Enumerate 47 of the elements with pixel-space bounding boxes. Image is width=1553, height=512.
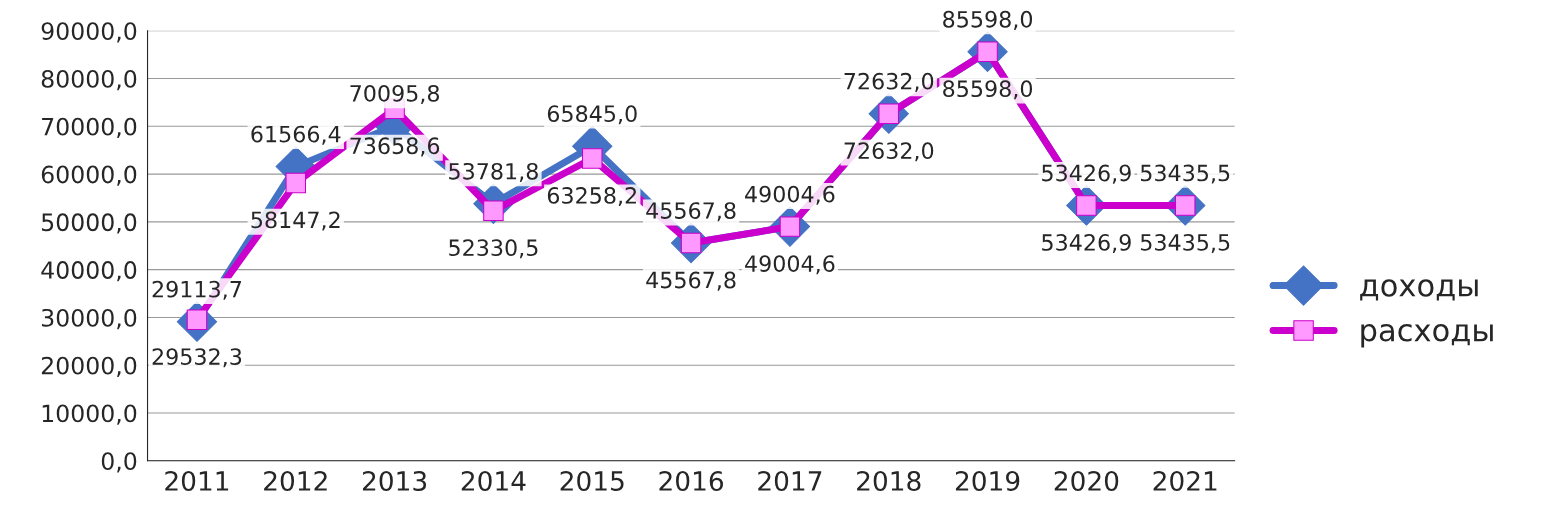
- data-label: 29532,3: [152, 348, 242, 368]
- data-label: 70095,8: [350, 84, 440, 104]
- y-tick-label: 30000,0: [41, 308, 137, 330]
- data-label: 73658,6: [350, 137, 440, 157]
- point: [582, 148, 603, 169]
- y-tick-label: 10000,0: [42, 404, 137, 425]
- data-label: 29113,7: [152, 280, 241, 300]
- data-label: 53426,9: [1042, 234, 1131, 254]
- data-label: 53435,5: [1140, 164, 1230, 184]
- x-tick-label: 2014: [461, 470, 526, 491]
- x-tick-label: 2018: [857, 470, 921, 491]
- y-tick-label: 40000,0: [41, 261, 137, 282]
- data-label: 49004,6: [745, 185, 835, 205]
- data-label: 61566,4: [251, 125, 341, 145]
- y-tick-label: 80000,0: [41, 69, 137, 91]
- y-tick-label: 70000,0: [42, 117, 137, 139]
- y-tick-label: 0,0: [101, 452, 137, 473]
- x-tick-label: 2013: [362, 470, 427, 491]
- data-label: 65845,0: [547, 105, 637, 125]
- y-tick-label: 20000,0: [41, 356, 137, 377]
- data-label: 85598,0: [943, 10, 1033, 30]
- data-label: 52330,5: [449, 239, 538, 259]
- y-tick-label: 90000,0: [41, 22, 137, 43]
- x-tick-label: 2020: [1054, 470, 1119, 491]
- data-label: 72632,0: [844, 72, 934, 92]
- data-label: 63258,2: [547, 187, 636, 207]
- x-tick-label: 2019: [955, 470, 1020, 491]
- y-tick-label: 50000,0: [42, 213, 137, 234]
- data-label: 85598,0: [943, 80, 1033, 100]
- data-label: 58147,2: [251, 211, 340, 231]
- data-label: 53781,8: [449, 162, 538, 182]
- legend-label: доходы: [1360, 279, 1478, 301]
- x-tick-label: 2016: [659, 470, 723, 491]
- data-label: 49004,6: [745, 255, 835, 275]
- x-tick-label: 2012: [264, 470, 327, 491]
- x-tick-label: 2011: [165, 470, 229, 491]
- y-tick-label: 60000,0: [41, 165, 137, 186]
- data-label: 53426,9: [1042, 164, 1131, 184]
- data-label: 53435,5: [1140, 233, 1230, 254]
- data-label: 72632,0: [844, 142, 934, 162]
- legend-label: расходы: [1361, 324, 1493, 348]
- x-tick-label: 2017: [758, 470, 822, 491]
- point: [285, 172, 307, 194]
- data-label: 45567,8: [646, 271, 736, 291]
- x-tick-label: 2015: [560, 470, 624, 491]
- data-label: 45567,8: [646, 202, 736, 222]
- x-tick-label: 2021: [1153, 470, 1217, 491]
